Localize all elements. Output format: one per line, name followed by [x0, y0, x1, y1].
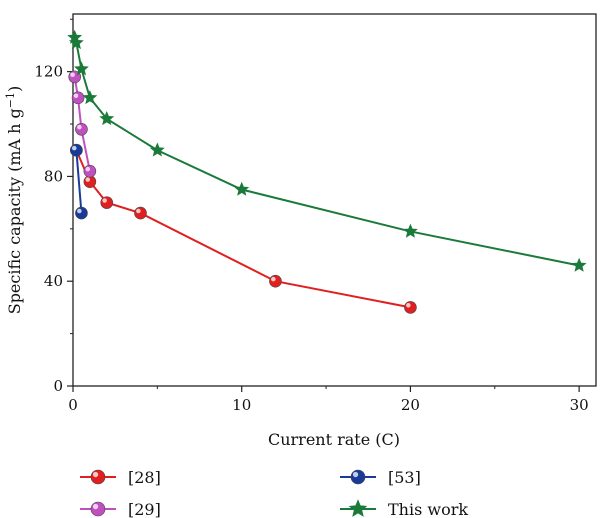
data-point — [403, 223, 418, 238]
legend-item: This work — [340, 499, 468, 518]
data-point — [90, 469, 106, 485]
series-line — [73, 37, 580, 267]
data-point — [350, 469, 366, 485]
data-point — [404, 301, 417, 314]
data-point — [100, 196, 114, 209]
data-point — [149, 142, 165, 157]
axis-ticks: 0 10 20 30 0 40 80 120 — [34, 18, 589, 414]
data-point — [571, 257, 587, 272]
data-point — [68, 35, 84, 50]
y-axis-title: Specific capacity (mA h g−1) — [4, 86, 24, 315]
data-point — [348, 499, 368, 517]
series-28 — [70, 143, 417, 314]
series-line — [73, 76, 91, 172]
series-layer — [67, 29, 587, 314]
y-tick-label: 80 — [44, 167, 63, 185]
legend-item: [29] — [80, 500, 161, 518]
series-line — [75, 149, 411, 309]
data-point — [134, 206, 147, 220]
x-tick-label: 0 — [68, 396, 78, 414]
series-this-work — [67, 29, 587, 272]
series-53 — [70, 143, 88, 220]
x-axis-title: Current rate (C) — [268, 430, 400, 449]
data-point — [234, 181, 250, 196]
data-point — [74, 61, 89, 76]
x-tick-label: 10 — [232, 396, 251, 414]
series-line — [75, 150, 83, 214]
legend: [28] [29] [53] This work — [80, 468, 468, 518]
legend-label: [29] — [128, 500, 161, 518]
y-tick-label: 120 — [34, 63, 63, 81]
data-point — [269, 274, 282, 288]
y-tick-label: 40 — [44, 272, 63, 290]
data-point — [83, 164, 97, 178]
data-point — [82, 90, 98, 105]
y-tick-label: 0 — [53, 377, 63, 395]
legend-label: This work — [388, 500, 468, 518]
plot-frame — [72, 13, 597, 387]
data-point — [90, 501, 106, 517]
data-point — [75, 122, 88, 136]
legend-label: [53] — [388, 468, 421, 487]
legend-item: [28] — [80, 468, 161, 487]
data-point — [83, 175, 97, 188]
legend-item: [53] — [340, 468, 421, 487]
x-tick-label: 20 — [401, 396, 420, 414]
x-tick-label: 30 — [570, 396, 589, 414]
data-point — [99, 111, 115, 126]
data-point — [70, 143, 83, 157]
data-point — [71, 91, 85, 105]
data-point — [75, 206, 88, 220]
legend-label: [28] — [128, 468, 161, 487]
